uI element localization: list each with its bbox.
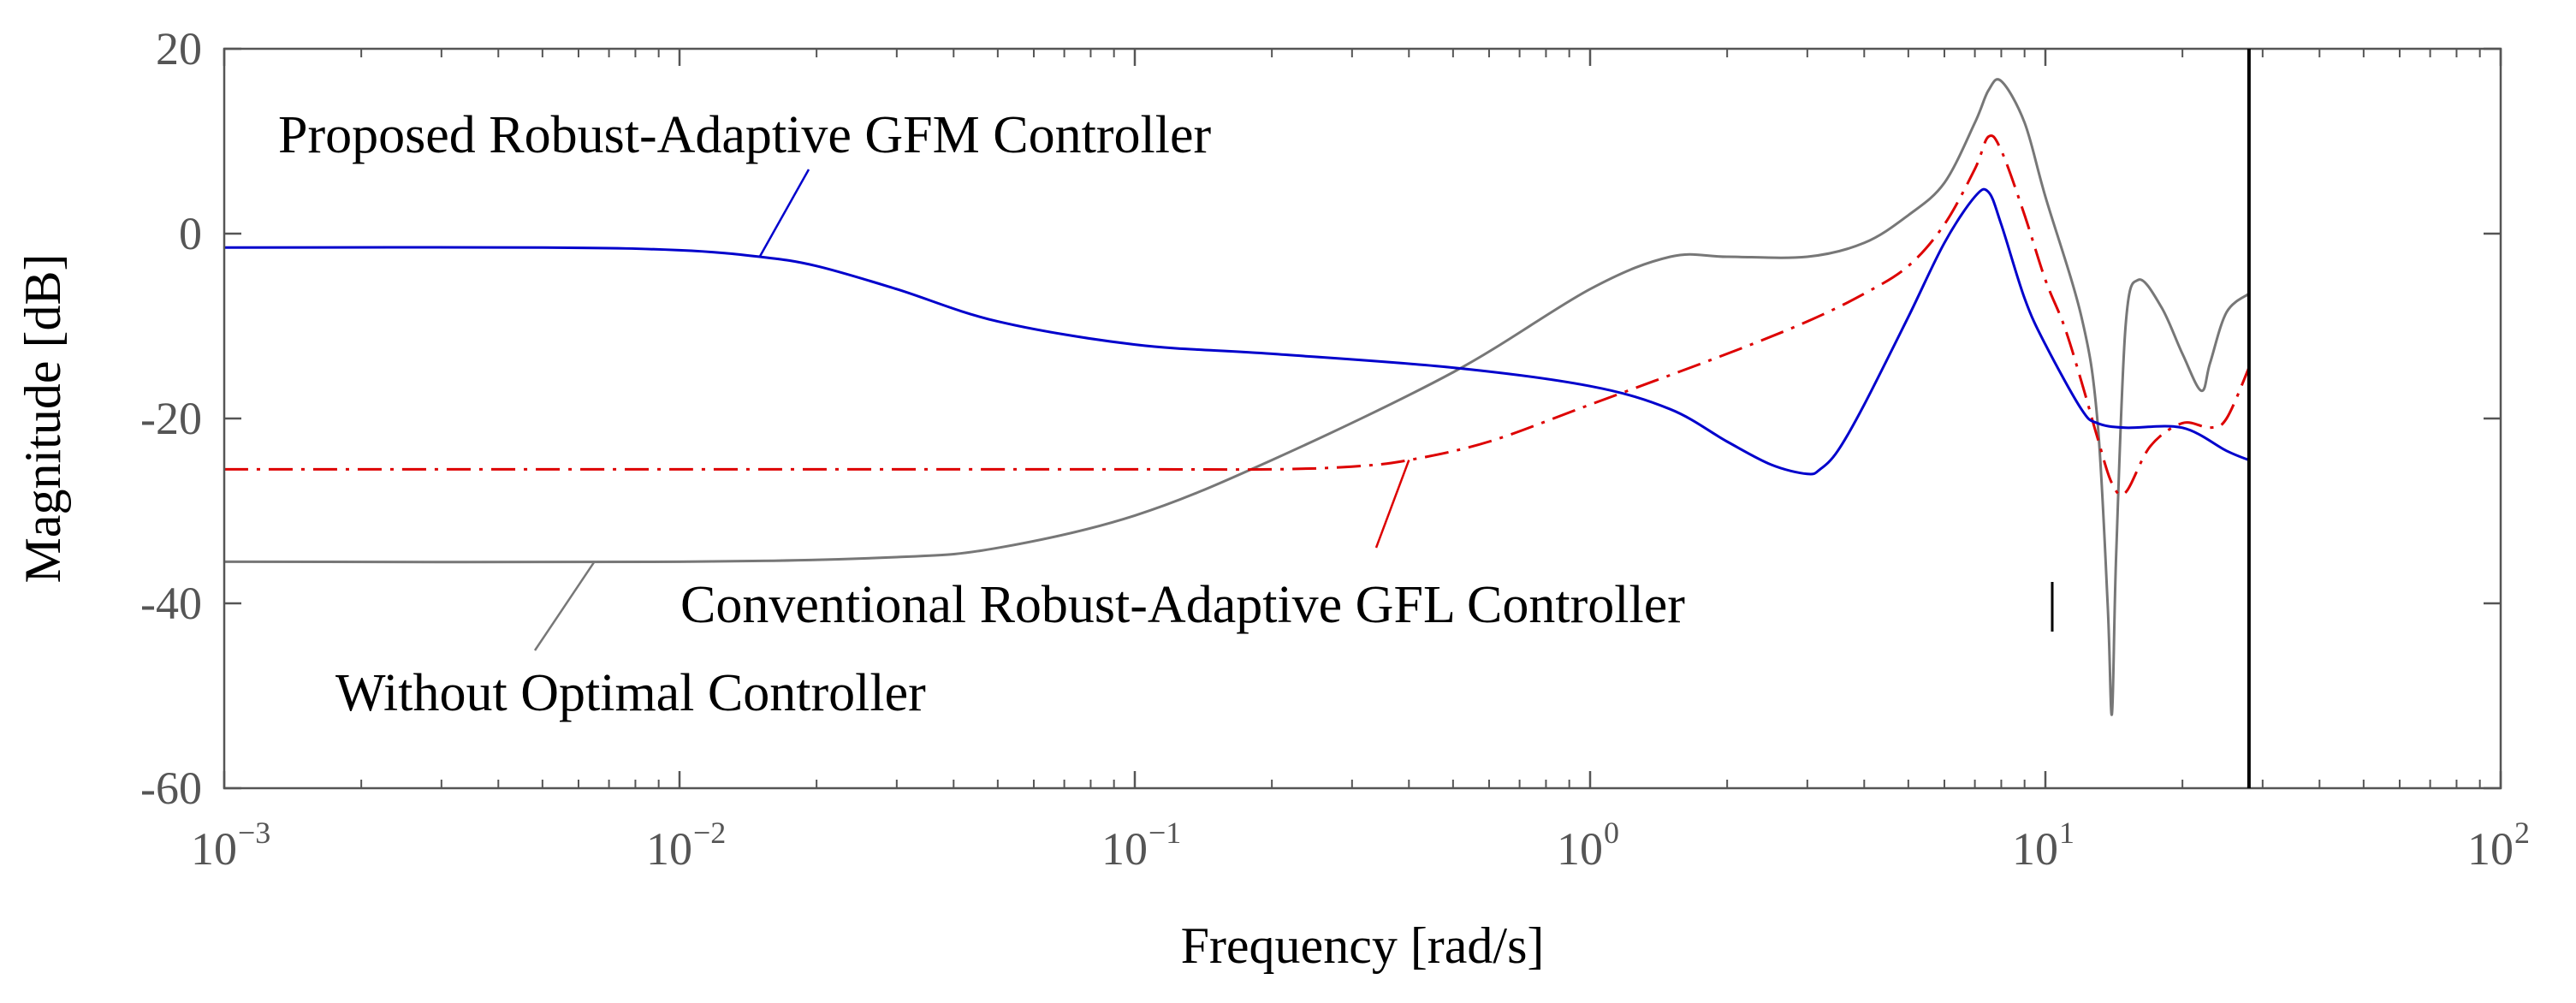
leader-gfl — [1374, 460, 1410, 549]
series-gfm-line — [223, 187, 2250, 476]
annotation-leaders — [533, 169, 1410, 651]
x-tick-label: 10 — [2012, 823, 2058, 875]
y-tick-label: -20 — [140, 393, 202, 444]
x-tick-label: 10 — [2467, 823, 2514, 875]
x-tick-exponent: 0 — [1604, 816, 1619, 850]
annotation-gfm: Proposed Robust-Adaptive GFM Controller — [278, 106, 1211, 164]
annotation-without: Without Optimal Controller — [335, 664, 926, 722]
y-tick-label: 20 — [156, 23, 202, 74]
series-layer — [223, 78, 2251, 716]
x-tick-exponent: −1 — [1149, 816, 1181, 850]
x-tick-exponent: −2 — [693, 816, 726, 850]
series-gfl-line — [224, 134, 2251, 496]
y-tick-label: 0 — [179, 208, 202, 259]
x-tick-exponent: −3 — [238, 816, 270, 850]
y-tick-label: -40 — [140, 578, 202, 629]
x-tick-exponent: 2 — [2514, 816, 2530, 850]
x-tick-label: 10 — [646, 823, 692, 875]
y-axis-label: Magnitude [dB] — [15, 254, 71, 584]
x-tick-label: 10 — [1101, 823, 1148, 875]
y-tick-labels: 20 0 -20 -40 -60 — [140, 23, 202, 814]
annotation-gfl: Conventional Robust-Adaptive GFL Control… — [680, 576, 1685, 634]
series-without-line — [223, 78, 2250, 716]
y-tick-label: -60 — [140, 763, 202, 814]
x-tick-label: 10 — [191, 823, 237, 875]
x-tick-exponent: 1 — [2059, 816, 2074, 850]
x-tick-label: 10 — [1557, 823, 1603, 875]
leader-without — [533, 561, 596, 651]
x-axis-label: Frequency [rad/s] — [1181, 917, 1545, 974]
tick-marks — [223, 47, 2502, 790]
x-tick-labels: 10 −3 10 −2 10 −1 10 0 10 1 10 2 — [191, 816, 2530, 875]
leader-gfm — [758, 169, 810, 258]
